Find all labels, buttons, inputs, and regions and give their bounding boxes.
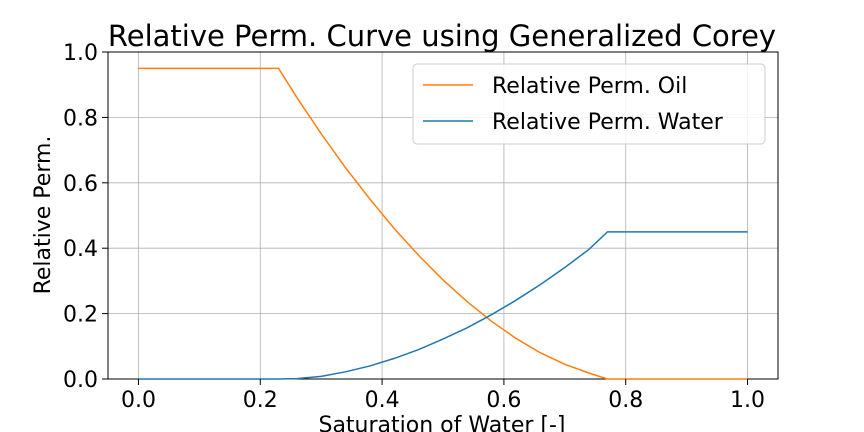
y-tick-label: 0.2: [63, 303, 98, 328]
x-tick-label: 0.4: [365, 388, 400, 413]
y-tick-label: 0.6: [63, 172, 98, 197]
x-axis: 0.0 0.2 0.4 0.6 0.8 1.0: [121, 379, 765, 413]
chart-title: Relative Perm. Curve using Generalized C…: [108, 19, 776, 53]
y-tick-label: 0.8: [63, 106, 98, 131]
water-curve: [138, 231, 748, 380]
x-axis-label: Saturation of Water [-]: [318, 413, 565, 432]
y-axis: 0.0 0.2 0.4 0.6 0.8 1.0: [63, 41, 108, 393]
legend: Relative Perm. Oil Relative Perm. Water: [412, 63, 766, 145]
legend-box: [412, 63, 766, 145]
x-tick-label: 1.0: [730, 388, 765, 413]
series-layer: [138, 67, 748, 380]
plot-area: [107, 51, 779, 380]
y-tick-label: 0.0: [63, 368, 98, 393]
x-tick-label: 0.8: [608, 388, 643, 413]
x-tick-label: 0.2: [243, 388, 278, 413]
x-tick-label: 0.0: [121, 388, 156, 413]
y-tick-label: 0.4: [63, 237, 98, 262]
legend-label-oil: Relative Perm. Oil: [492, 74, 687, 99]
oil-curve: [138, 67, 748, 380]
y-axis-label: Relative Perm.: [31, 136, 56, 295]
x-tick-label: 0.6: [486, 388, 521, 413]
legend-label-water: Relative Perm. Water: [492, 110, 724, 135]
y-tick-label: 1.0: [63, 41, 98, 66]
